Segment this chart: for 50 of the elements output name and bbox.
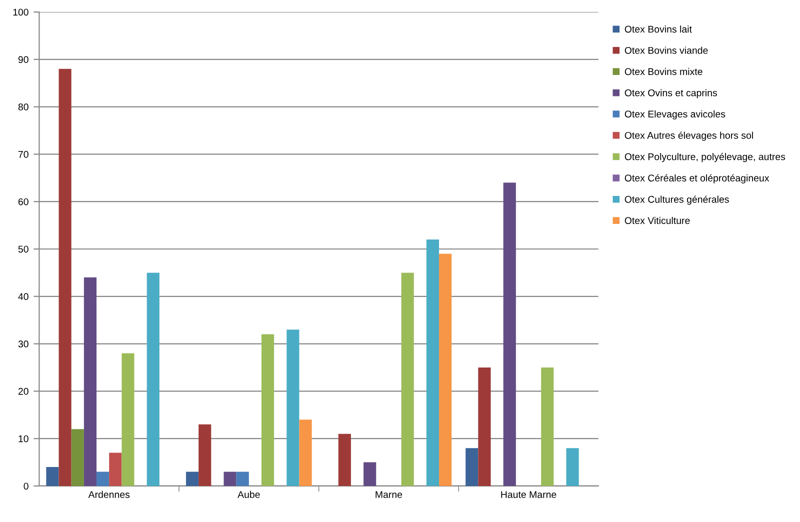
y-tick-label: 0: [24, 482, 28, 490]
bar: [186, 472, 199, 486]
legend-label: Otex Polyculture, polyélevage, autres: [624, 152, 786, 162]
legend-label: Otex Autres élevages hors sol: [624, 132, 753, 141]
legend-label: Otex Bovins lait: [624, 25, 692, 33]
bar: [71, 429, 84, 486]
bar: [146, 272, 160, 486]
y-tick-label: 10: [18, 435, 28, 442]
y-tick-label: 90: [18, 56, 28, 64]
legend-label: Otex Bovins viande: [624, 46, 708, 54]
y-tick-label: 80: [18, 104, 28, 110]
bar: [466, 448, 478, 486]
x-tick-label: Marne: [376, 491, 402, 498]
bar: [286, 330, 300, 486]
y-tick-label: 30: [18, 340, 28, 348]
y-tick-label: 20: [18, 388, 28, 395]
bar: [401, 272, 414, 486]
bar: [109, 452, 122, 486]
bar: [96, 472, 110, 486]
legend-label: Otex Ovins et caprins: [624, 89, 717, 98]
bar: [338, 434, 351, 486]
bar: [439, 254, 452, 486]
x-tick-label: Haute Marne: [501, 491, 556, 498]
legend-label: Otex Bovins mixte: [624, 68, 702, 76]
bar: [478, 367, 491, 486]
x-tick-label: Aube: [238, 490, 260, 498]
bar: [224, 472, 236, 486]
bar: [84, 277, 97, 486]
bar: [426, 240, 440, 486]
bar: [261, 334, 274, 486]
bar: [541, 367, 554, 486]
y-tick-label: 70: [18, 150, 28, 158]
bar: [122, 353, 134, 486]
bar: [364, 462, 376, 486]
x-tick-label: Ardennes: [88, 490, 130, 498]
bar: [566, 448, 579, 486]
legend-label: Otex Viticulture: [624, 216, 690, 224]
y-tick-label: 40: [18, 293, 28, 300]
legend-label: Otex Céréales et oléprotéagineux: [624, 174, 770, 184]
bar: [299, 420, 312, 486]
y-tick-label: 100: [13, 8, 28, 16]
bar: [503, 182, 516, 486]
legend-label: Otex Elevages avicoles: [624, 110, 726, 120]
bar: [58, 68, 72, 486]
legend-label: Otex Cultures générales: [624, 196, 729, 205]
bar: [236, 472, 249, 486]
y-tick-label: 60: [18, 198, 28, 206]
y-tick-label: 50: [18, 246, 28, 253]
bar: [46, 467, 59, 486]
bar: [198, 424, 212, 486]
